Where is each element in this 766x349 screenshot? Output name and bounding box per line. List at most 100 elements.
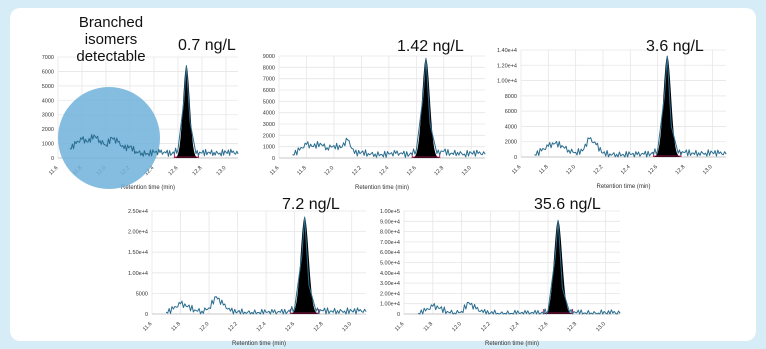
y-tick-label: 9.00e+4 (380, 219, 400, 225)
data-point (526, 313, 527, 314)
data-point (187, 306, 189, 307)
data-point (265, 311, 267, 313)
x-tick-label: 12.0 (324, 165, 336, 177)
data-point (326, 147, 328, 149)
data-point (576, 312, 578, 314)
chromatogram-trace (292, 57, 486, 158)
y-tick-label: 7000 (263, 77, 275, 83)
data-point (443, 150, 445, 152)
data-point (365, 311, 367, 312)
data-point (299, 149, 300, 151)
data-point (219, 152, 221, 154)
data-point (201, 310, 203, 312)
x-tick-label: 12.8 (566, 321, 578, 333)
data-point (432, 305, 434, 307)
data-point (159, 152, 161, 153)
x-tick-label: 12.4 (144, 165, 156, 177)
branched-isomers-note: Branched isomers detectable (76, 14, 146, 65)
x-tick-label: 12.6 (647, 164, 659, 176)
data-point (301, 255, 303, 257)
y-tick-label: 1000 (42, 142, 54, 148)
data-point (237, 153, 239, 155)
data-point (468, 302, 470, 304)
data-point (561, 145, 563, 146)
chromatogram-trace (534, 55, 727, 158)
x-tick-label: 12.6 (406, 165, 418, 177)
data-point (547, 145, 549, 147)
integrated-peak (173, 65, 200, 158)
data-point (351, 310, 353, 312)
y-tick-label: 5.00e+4 (380, 261, 400, 267)
data-point (329, 310, 331, 312)
y-tick-label: 0 (145, 312, 148, 318)
y-tick-label: 3.00e+4 (380, 281, 400, 287)
data-point (402, 153, 403, 155)
data-point (598, 312, 599, 314)
y-tick-label: 7.00e+4 (380, 240, 400, 246)
data-point (554, 256, 556, 258)
data-point (315, 310, 317, 312)
data-point (123, 148, 125, 150)
data-point (657, 149, 659, 151)
x-tick-label: 11.6 (142, 321, 154, 333)
x-tick-label: 12.8 (313, 321, 325, 333)
data-point (280, 311, 281, 313)
data-point (105, 144, 107, 146)
data-point (711, 152, 713, 153)
x-tick-label: 12.2 (227, 321, 239, 333)
y-tick-label: 2000 (263, 133, 275, 139)
data-point (518, 312, 520, 314)
data-point (677, 152, 679, 154)
data-point (583, 312, 585, 314)
data-point (225, 151, 227, 153)
x-tick-label: 11.8 (423, 321, 435, 333)
chromatogram-trace (418, 219, 621, 315)
data-point (664, 95, 665, 97)
chart-0: 0100020003000400050006000700011.611.812.… (42, 55, 239, 191)
y-tick-label: 4000 (42, 98, 54, 104)
y-tick-label: 1000 (263, 145, 275, 151)
data-point (609, 153, 611, 155)
y-tick-label: 6000 (263, 88, 275, 94)
data-point (312, 146, 314, 148)
data-point (395, 153, 397, 154)
data-point (557, 219, 559, 221)
chart-title-3: 7.2 ng/L (282, 196, 340, 213)
chart-1: 0 1000 2000 3000 4000 5000 6000 7000 8000 9000 11.… (263, 54, 486, 191)
x-tick-label: 13.0 (702, 164, 714, 176)
x-tick-label: 11.6 (48, 165, 60, 177)
y-tick-label: 6000 (42, 69, 54, 75)
data-point (670, 126, 672, 127)
chart-2: 0 2000 4000 6000 8000 1.00e+4 1.20e+4 1.40e+4 11… (497, 48, 727, 190)
data-point (484, 153, 486, 155)
y-tick-label: 3000 (42, 113, 54, 119)
integrated-peak (288, 217, 321, 314)
data-point (287, 311, 288, 313)
data-point (650, 153, 652, 155)
y-tick-label: 2.00e+4 (380, 291, 400, 297)
data-point (194, 309, 196, 311)
x-tick-label: 13.0 (341, 321, 353, 333)
data-point (504, 312, 506, 314)
data-point (623, 154, 624, 156)
y-tick-label: 1.20e+4 (497, 63, 517, 69)
data-point (237, 311, 239, 313)
data-point (569, 312, 570, 313)
y-tick-label: 6000 (505, 109, 517, 115)
data-point (705, 152, 706, 154)
data-point (698, 152, 700, 154)
data-point (171, 153, 173, 155)
x-tick-label: 13.0 (216, 165, 228, 177)
x-tick-label: 12.0 (451, 321, 463, 333)
data-point (629, 153, 631, 155)
data-point (251, 311, 253, 313)
y-tick-label: 6.00e+4 (380, 250, 400, 256)
data-point (186, 65, 187, 67)
data-point (409, 154, 410, 156)
chart-title-1: 1.42 ng/L (397, 38, 464, 55)
x-tick-label: 12.2 (480, 321, 492, 333)
data-point (215, 296, 217, 298)
data-point (590, 312, 592, 314)
data-point (454, 312, 455, 314)
